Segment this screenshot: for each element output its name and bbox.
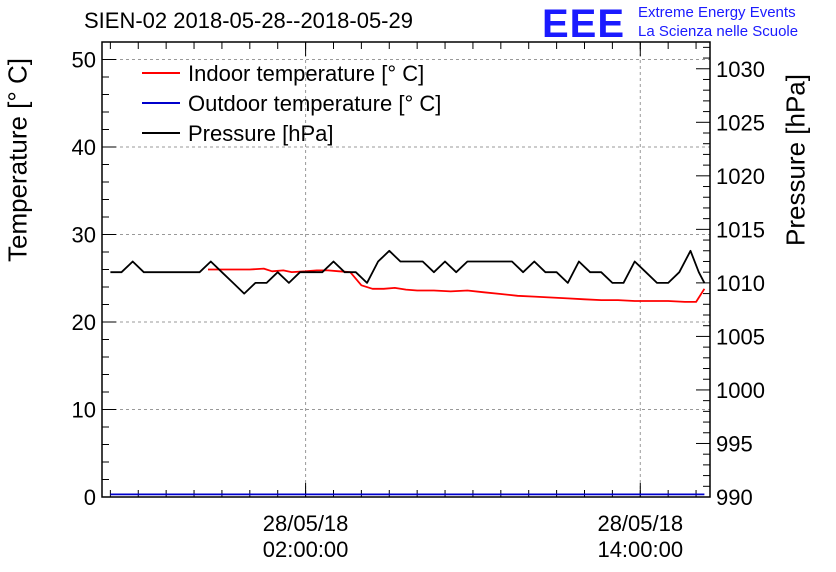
y-tick-label-left: 0	[84, 485, 96, 510]
x-tick-label-time: 02:00:00	[263, 537, 349, 562]
y-tick-label-right: 1005	[716, 324, 765, 349]
y-tick-label-right: 995	[716, 431, 753, 456]
eee-logo: EEE	[542, 2, 626, 46]
y-tick-label-left: 10	[72, 398, 96, 423]
y-tick-label-right: 990	[716, 485, 753, 510]
x-tick-label-time: 14:00:00	[597, 537, 683, 562]
y-tick-label-right: 1020	[716, 164, 765, 189]
legend-label: Indoor temperature [° C]	[188, 61, 424, 86]
series-line	[208, 267, 706, 303]
x-tick-label-date: 28/05/18	[263, 511, 349, 536]
series-line	[110, 249, 706, 295]
y-tick-label-left: 50	[72, 48, 96, 73]
y-tick-label-right: 1025	[716, 110, 765, 135]
logo-text-line1: Extreme Energy Events	[638, 4, 796, 21]
y-tick-label-right: 1015	[716, 217, 765, 242]
legend-label: Pressure [hPa]	[188, 121, 334, 146]
y-tick-label-right: 1030	[716, 57, 765, 82]
y-tick-label-right: 1010	[716, 271, 765, 296]
legend-label: Outdoor temperature [° C]	[188, 91, 441, 116]
logo-text-line2: La Scienza nelle Scuole	[638, 23, 799, 40]
y-tick-label-left: 20	[72, 310, 96, 335]
chart-title: SIEN-02 2018-05-28--2018-05-29	[84, 8, 413, 33]
y-tick-label-left: 40	[72, 135, 96, 160]
y-tick-label-right: 1000	[716, 378, 765, 403]
y-tick-label-left: 30	[72, 223, 96, 248]
x-tick-label-date: 28/05/18	[597, 511, 683, 536]
